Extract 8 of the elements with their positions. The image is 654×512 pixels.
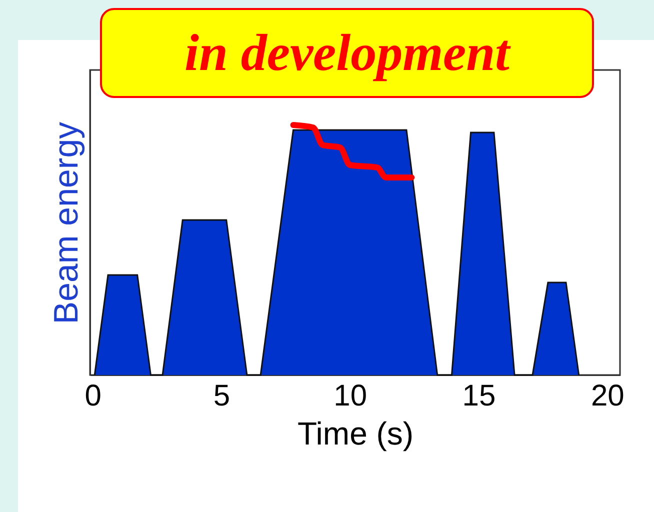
x-tick-label: 20 [590, 380, 624, 412]
x-tick-label: 5 [213, 380, 230, 412]
x-tick-label: 15 [462, 380, 496, 412]
y-axis-title: Beam energy [48, 122, 86, 324]
x-axis-title: Time (s) [297, 416, 414, 452]
x-tick-label: 10 [334, 380, 368, 412]
note-box: in development [100, 8, 594, 98]
x-tick-label: 0 [84, 380, 102, 412]
